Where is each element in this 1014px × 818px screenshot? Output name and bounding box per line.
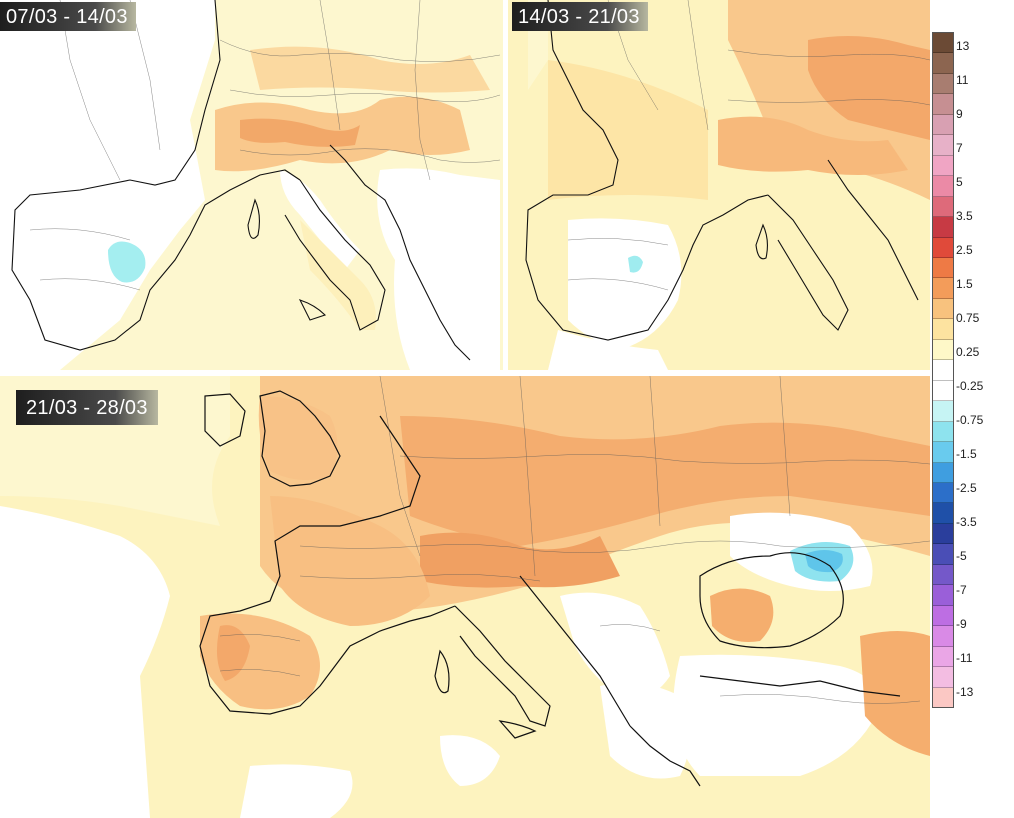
legend-label: -0.75 bbox=[956, 413, 984, 428]
legend-swatch bbox=[933, 380, 953, 402]
legend-swatch bbox=[933, 339, 953, 361]
anomaly-map-week-2 bbox=[508, 0, 930, 370]
legend-swatch bbox=[933, 646, 953, 668]
legend-swatch bbox=[933, 135, 953, 156]
legend-swatch bbox=[933, 564, 953, 586]
legend-swatch bbox=[933, 360, 953, 381]
legend-label: 2.5 bbox=[956, 243, 973, 258]
legend-swatch bbox=[933, 319, 953, 340]
legend-swatch bbox=[933, 687, 953, 707]
legend-label: -5 bbox=[956, 548, 967, 563]
legend-label: 11 bbox=[956, 73, 969, 88]
legend-swatch bbox=[933, 544, 953, 565]
legend-label: -13 bbox=[956, 684, 974, 699]
legend-swatch bbox=[933, 298, 953, 320]
legend-swatch bbox=[933, 196, 953, 218]
legend-label: 0.75 bbox=[956, 311, 980, 326]
legend-swatch bbox=[933, 217, 953, 238]
legend-swatch bbox=[933, 53, 953, 74]
legend-label: -11 bbox=[956, 650, 973, 665]
legend-swatch bbox=[933, 33, 953, 54]
legend-swatch bbox=[933, 442, 953, 463]
legend-label: -9 bbox=[956, 616, 967, 631]
legend-swatch bbox=[933, 114, 953, 136]
legend-label: -7 bbox=[956, 582, 967, 597]
legend-label: -1.5 bbox=[956, 447, 977, 462]
legend-swatch bbox=[933, 257, 953, 279]
map-panel-week-1: 07/03 - 14/03 bbox=[0, 0, 503, 370]
legend-swatch bbox=[933, 421, 953, 443]
color-scale-bar bbox=[932, 32, 954, 708]
legend-swatch bbox=[933, 401, 953, 422]
period-label: 07/03 - 14/03 bbox=[0, 2, 136, 31]
legend-swatch bbox=[933, 237, 953, 258]
legend-swatch bbox=[933, 94, 953, 115]
legend-swatch bbox=[933, 462, 953, 483]
legend-label: 7 bbox=[956, 141, 963, 156]
legend-swatch bbox=[933, 626, 953, 647]
color-scale-legend: 13 11 9 7 5 3.5 2.5 1.5 0.75 0.25 -0.25 -0.75 -1.5 -2… bbox=[932, 32, 1014, 708]
legend-swatch bbox=[933, 176, 953, 197]
legend-label: 13 bbox=[956, 39, 970, 54]
legend-label: 1.5 bbox=[956, 277, 973, 292]
legend-label: 3.5 bbox=[956, 209, 973, 224]
legend-swatch bbox=[933, 482, 953, 504]
anomaly-map-week-3 bbox=[0, 376, 930, 818]
legend-label: -2.5 bbox=[956, 481, 977, 496]
map-panel-week-3: 21/03 - 28/03 bbox=[0, 376, 930, 818]
legend-swatch bbox=[933, 155, 953, 177]
legend-label: -0.25 bbox=[956, 379, 984, 394]
legend-label: 9 bbox=[956, 107, 963, 122]
legend-label: -3.5 bbox=[956, 515, 977, 529]
legend-swatch bbox=[933, 585, 953, 606]
legend-swatch bbox=[933, 667, 953, 688]
period-label: 14/03 - 21/03 bbox=[512, 2, 648, 31]
map-panel-week-2: 14/03 - 21/03 bbox=[508, 0, 930, 370]
legend-label: 0.25 bbox=[956, 345, 980, 360]
legend-label: 5 bbox=[956, 175, 963, 190]
legend-swatch bbox=[933, 73, 953, 95]
legend-swatch bbox=[933, 278, 953, 299]
legend-swatch bbox=[933, 523, 953, 545]
anomaly-map-week-1 bbox=[0, 0, 503, 370]
period-label: 21/03 - 28/03 bbox=[16, 390, 158, 425]
legend-swatch bbox=[933, 605, 953, 627]
legend-swatch bbox=[933, 503, 953, 524]
